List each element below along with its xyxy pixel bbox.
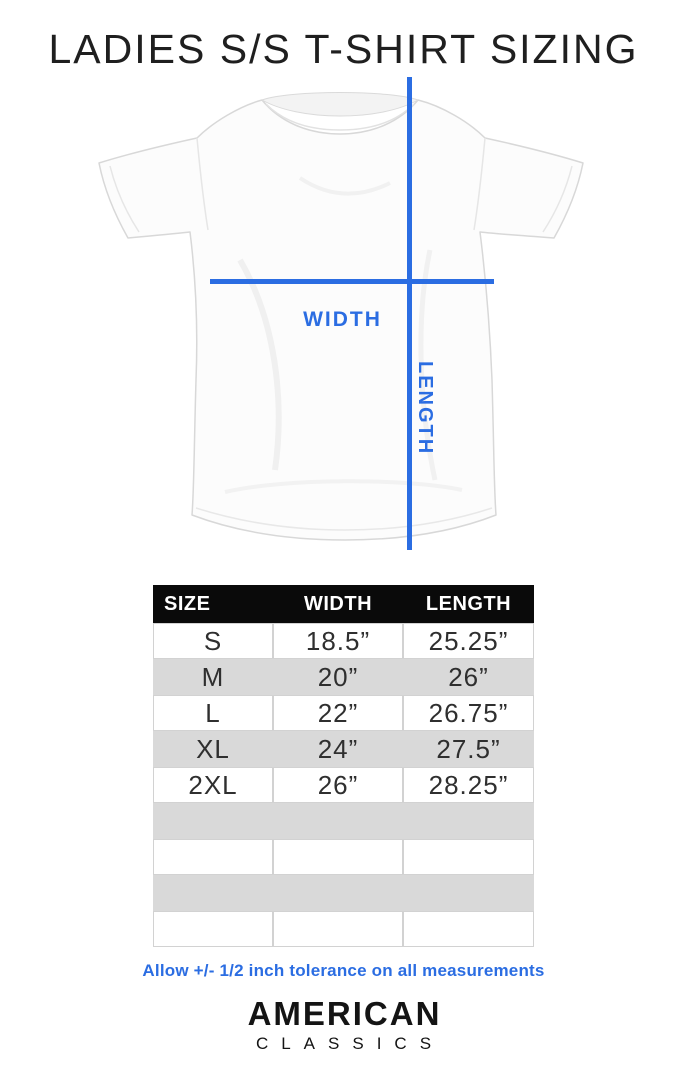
- tolerance-note: Allow +/- 1/2 inch tolerance on all meas…: [142, 961, 545, 980]
- wrinkle: [418, 249, 438, 481]
- size-cell: M: [201, 661, 225, 692]
- width-cell: 20”: [317, 661, 359, 692]
- left-armhole-seam: [196, 137, 209, 231]
- width-cell: 22”: [273, 695, 403, 731]
- table-row: S 18.5” 25.25”: [153, 623, 534, 659]
- length-cell: 26.75”: [403, 695, 534, 731]
- length-cell: 26”: [448, 661, 489, 692]
- size-cell: S: [153, 623, 273, 659]
- size-table-header: SIZE WIDTH LENGTH: [153, 585, 534, 623]
- left-cuff-seam: [109, 165, 140, 233]
- header-size: SIZE: [164, 592, 211, 615]
- table-row: XL 24” 27.5”: [153, 731, 534, 767]
- table-row: 2XL 26” 28.25”: [153, 767, 534, 803]
- header-width: WIDTH: [303, 592, 373, 615]
- length-measure-line: [407, 77, 412, 550]
- empty-table-row: [153, 839, 534, 875]
- shirt-diagram: WIDTH LENGTH: [0, 60, 687, 570]
- size-table: SIZE WIDTH LENGTH S 18.5” 25.25” M 20” 2…: [153, 585, 534, 947]
- size-cell: L: [153, 695, 273, 731]
- length-cell: 25.25”: [403, 623, 534, 659]
- size-cell: XL: [196, 733, 230, 764]
- right-cuff-seam: [542, 165, 573, 233]
- empty-table-row: [153, 875, 534, 911]
- tshirt-collar: [260, 92, 420, 117]
- brand-logo: AMERICAN CLASSICS: [0, 995, 687, 1054]
- width-cell: 26”: [273, 767, 403, 803]
- width-cell: 18.5”: [273, 623, 403, 659]
- length-cell: 27.5”: [436, 733, 501, 764]
- table-row: M 20” 26”: [153, 659, 534, 695]
- width-measure-label: WIDTH: [303, 308, 382, 331]
- empty-table-row: [153, 911, 534, 947]
- brand-name-american: AMERICAN: [247, 995, 442, 1032]
- header-length: LENGTH: [425, 592, 512, 615]
- page-title: LADIES S/S T-SHIRT SIZING: [48, 26, 639, 72]
- tshirt-illustration: [98, 77, 584, 550]
- width-measure-line: [210, 279, 494, 284]
- hem-seam: [195, 507, 493, 531]
- length-measure-label: LENGTH: [414, 361, 436, 456]
- size-cell: 2XL: [153, 767, 273, 803]
- tshirt-body: [98, 99, 584, 541]
- wrinkle: [298, 176, 391, 196]
- wrinkle: [224, 479, 463, 494]
- width-cell: 24”: [317, 733, 359, 764]
- brand-name-classics: CLASSICS: [255, 1034, 445, 1053]
- length-cell: 28.25”: [403, 767, 534, 803]
- right-armhole-seam: [473, 137, 486, 231]
- table-row: L 22” 26.75”: [153, 695, 534, 731]
- empty-table-row: [153, 803, 534, 839]
- collar-seam: [265, 103, 415, 131]
